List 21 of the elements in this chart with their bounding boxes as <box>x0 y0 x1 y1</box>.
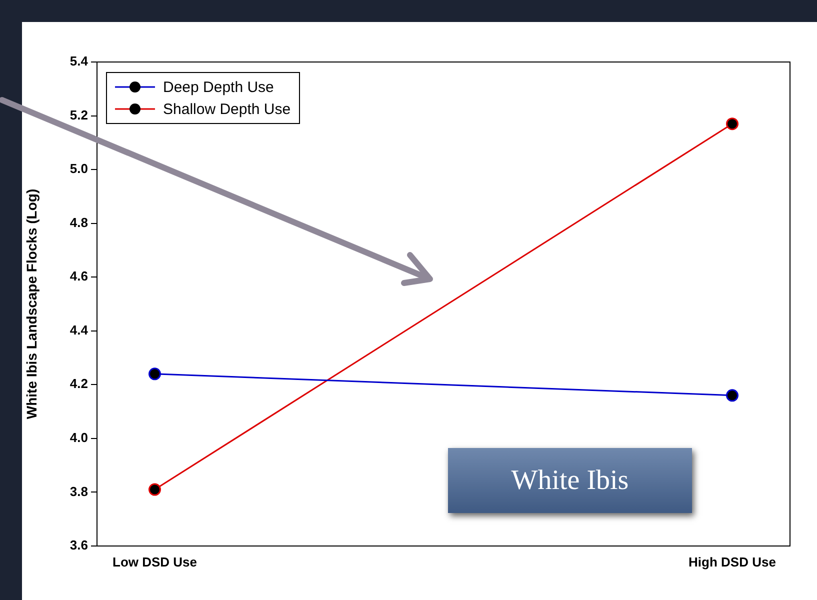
y-tick-label: 4.6 <box>70 268 88 284</box>
point <box>726 118 738 130</box>
y-tick-label: 4.8 <box>70 214 88 230</box>
x-tick-label: Low DSD Use <box>112 554 198 570</box>
y-tick-label: 4.2 <box>70 376 88 392</box>
y-tick-label: 4.4 <box>70 322 89 338</box>
legend-label: Shallow Depth Use <box>163 100 291 118</box>
annotation: White Ibis <box>511 464 629 496</box>
y-axis-title: White Ibis Landscape Flocks (Log) <box>23 188 40 420</box>
label-box: White Ibis <box>448 448 692 513</box>
y-tick-label: 4.0 <box>70 430 88 446</box>
y-tick-label: 5.0 <box>70 161 88 176</box>
point <box>148 483 161 496</box>
point <box>148 368 161 380</box>
point <box>726 389 738 402</box>
y-tick-label: 5.4 <box>70 54 89 69</box>
x-tick-label: High DSD Use <box>688 554 776 570</box>
y-tick-label: 3.6 <box>70 538 88 553</box>
legend-label: Deep Depth Use <box>163 78 274 96</box>
y-tick-label: 5.2 <box>70 107 88 122</box>
y-tick-label: 3.8 <box>70 484 88 499</box>
